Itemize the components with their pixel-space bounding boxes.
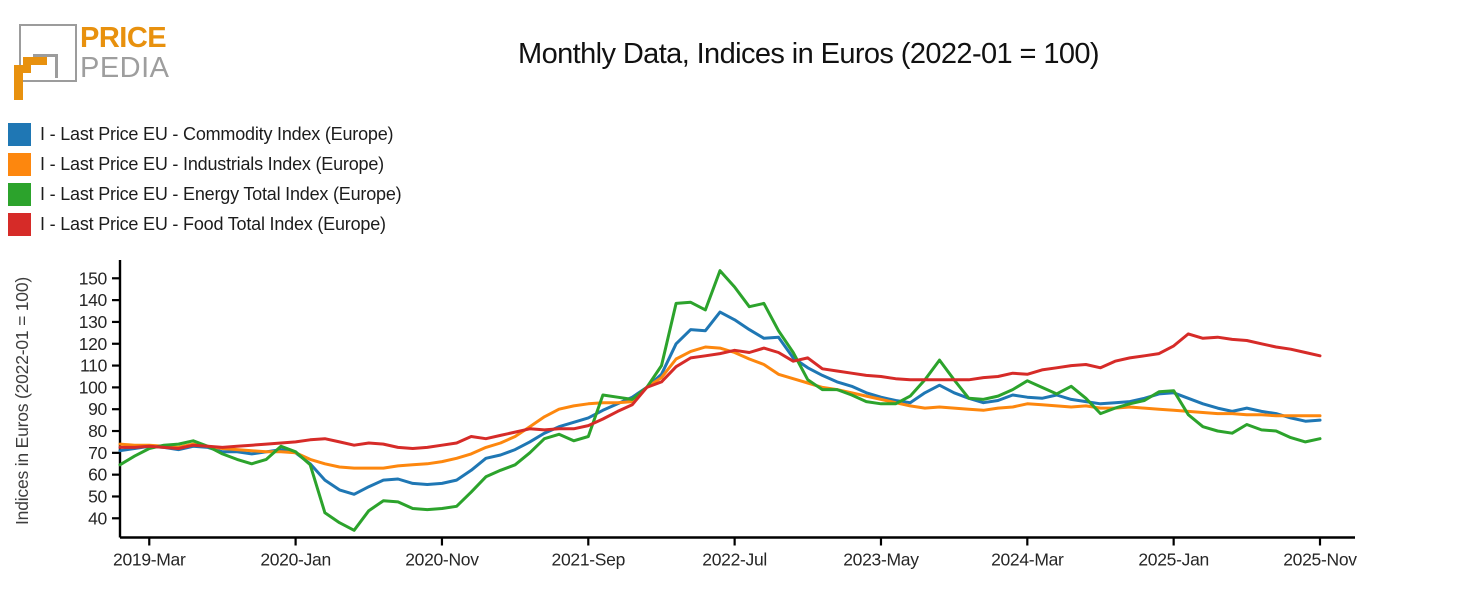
legend-swatch-commodity: [8, 122, 31, 146]
y-tick-label: 110: [80, 356, 108, 376]
legend-item-commodity: I - Last Price EU - Commodity Index (Eur…: [8, 119, 401, 149]
y-tick-label: 40: [88, 508, 107, 528]
legend-label-commodity: I - Last Price EU - Commodity Index (Eur…: [40, 123, 394, 144]
x-tick-label: 2019-Mar: [113, 550, 186, 570]
legend-item-energy: I - Last Price EU - Energy Total Index (…: [8, 179, 402, 209]
y-tick-label: 120: [79, 334, 108, 354]
x-tick-label: 2024-Mar: [991, 550, 1064, 570]
x-tick-label: 2023-May: [843, 550, 919, 570]
logo-bracket-icon: [33, 54, 58, 57]
y-tick-label: 90: [88, 399, 107, 419]
y-tick-label: 130: [79, 312, 108, 332]
y-tick-label: 60: [88, 465, 107, 485]
legend-swatch-energy: [8, 182, 31, 206]
logo-text-pedia: PEDIA: [80, 52, 170, 84]
x-tick-label: 2022-Jul: [702, 550, 767, 570]
x-tick-label: 2021-Sep: [552, 550, 626, 570]
series-line-2: [118, 345, 1322, 470]
logo-text-price: PRICE: [80, 22, 167, 54]
y-tick-label: 140: [79, 290, 108, 310]
legend-swatch-industrials: [8, 152, 31, 176]
legend-swatch-food: [8, 212, 31, 236]
chart-legend: I - Last Price EU - Commodity Index (Eur…: [8, 119, 402, 239]
y-tick-label: 50: [88, 486, 107, 506]
logo-stairs-icon: [14, 57, 47, 100]
logo-bracket-icon: [55, 54, 58, 78]
legend-item-industrials: I - Last Price EU - Industrials Index (E…: [8, 149, 401, 179]
series-line-3: [118, 269, 1322, 532]
x-tick-label: 2025-Jan: [1138, 550, 1209, 570]
legend-label-industrials: I - Last Price EU - Industrials Index (E…: [40, 153, 384, 174]
logo-wordmark: PRICE PEDIA: [80, 24, 170, 83]
y-tick-label: 80: [88, 421, 107, 441]
x-tick-label: 2025-Nov: [1283, 550, 1357, 570]
y-tick-label: 70: [88, 443, 107, 463]
legend-label-energy: I - Last Price EU - Energy Total Index (…: [40, 183, 402, 204]
legend-label-food: I - Last Price EU - Food Total Index (Eu…: [40, 213, 386, 234]
x-tick-label: 2020-Jan: [260, 550, 331, 570]
y-tick-label: 150: [79, 268, 108, 288]
logo-outer-square-icon: [19, 24, 77, 82]
series-line-1: [118, 310, 1322, 496]
chart-title: Monthly Data, Indices in Euros (2022-01 …: [518, 38, 1100, 70]
legend-item-food: I - Last Price EU - Food Total Index (Eu…: [8, 209, 401, 239]
x-tick-label: 2020-Nov: [405, 550, 479, 570]
pricepedia-logo[interactable]: PRICE PEDIA: [5, 10, 245, 110]
y-tick-label: 100: [79, 377, 108, 397]
series-line-4: [118, 332, 1322, 450]
